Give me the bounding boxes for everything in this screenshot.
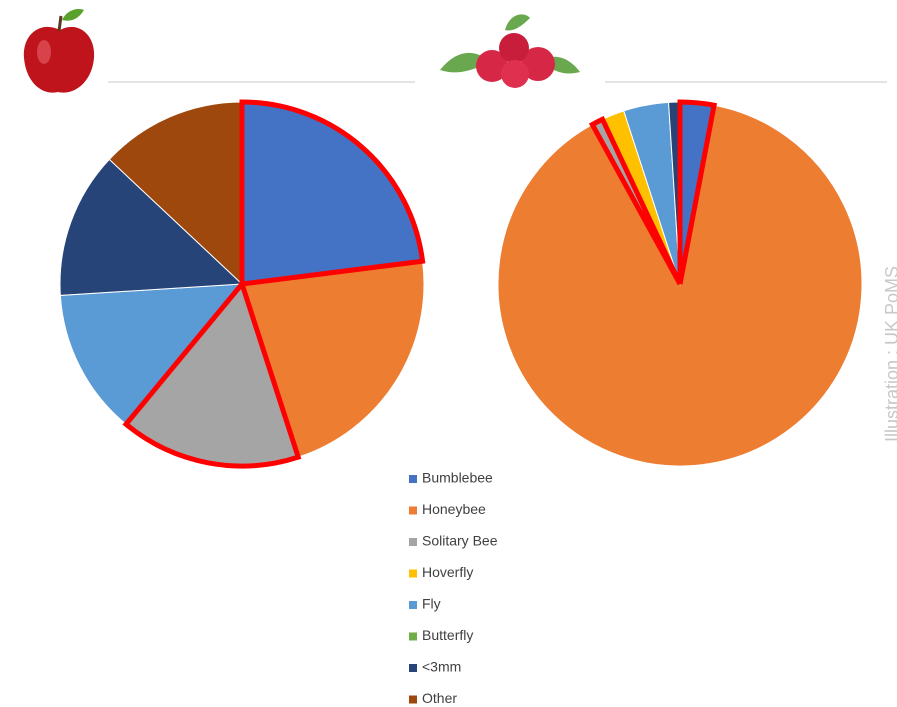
highlight-outline — [588, 115, 683, 286]
legend-swatch — [409, 569, 417, 578]
pie-slice — [59, 283, 244, 425]
pie-slice — [497, 104, 863, 467]
pie — [497, 99, 863, 467]
pie-slice — [59, 158, 244, 296]
legend-swatch — [409, 695, 417, 704]
highlight-outline — [122, 278, 302, 469]
legend-swatch — [409, 601, 417, 609]
pie-slice — [241, 101, 424, 285]
legend-label: Solitary Bee — [422, 533, 498, 549]
legend-box — [400, 462, 510, 707]
raspberry-icon — [440, 14, 580, 88]
legend: Bumblebee Honeybee Solitary Bee Hoverfly Fly… — [409, 470, 498, 706]
legend-swatch — [409, 538, 417, 546]
pie-slice — [108, 101, 243, 286]
legend-label: Fly — [422, 596, 441, 612]
legend-label: Hoverfly — [422, 564, 473, 580]
legend-label: <3mm — [422, 659, 461, 675]
legend-swatch — [409, 506, 417, 515]
legend-swatch — [409, 475, 417, 483]
highlight-outline — [239, 99, 426, 287]
legend-label: Bumblebee — [422, 470, 493, 486]
pie-slice — [241, 260, 425, 458]
pie — [59, 99, 426, 469]
legend-swatch — [409, 664, 417, 672]
highlight-outline — [677, 99, 718, 285]
credit: Illustration : UK PoMS — [882, 266, 897, 442]
legend-label: Honeybee — [422, 501, 486, 517]
legend-swatch — [409, 632, 417, 641]
apple-icon — [23, 9, 95, 93]
legend-label: Other — [422, 690, 457, 706]
legend-label: Butterfly — [422, 627, 473, 643]
